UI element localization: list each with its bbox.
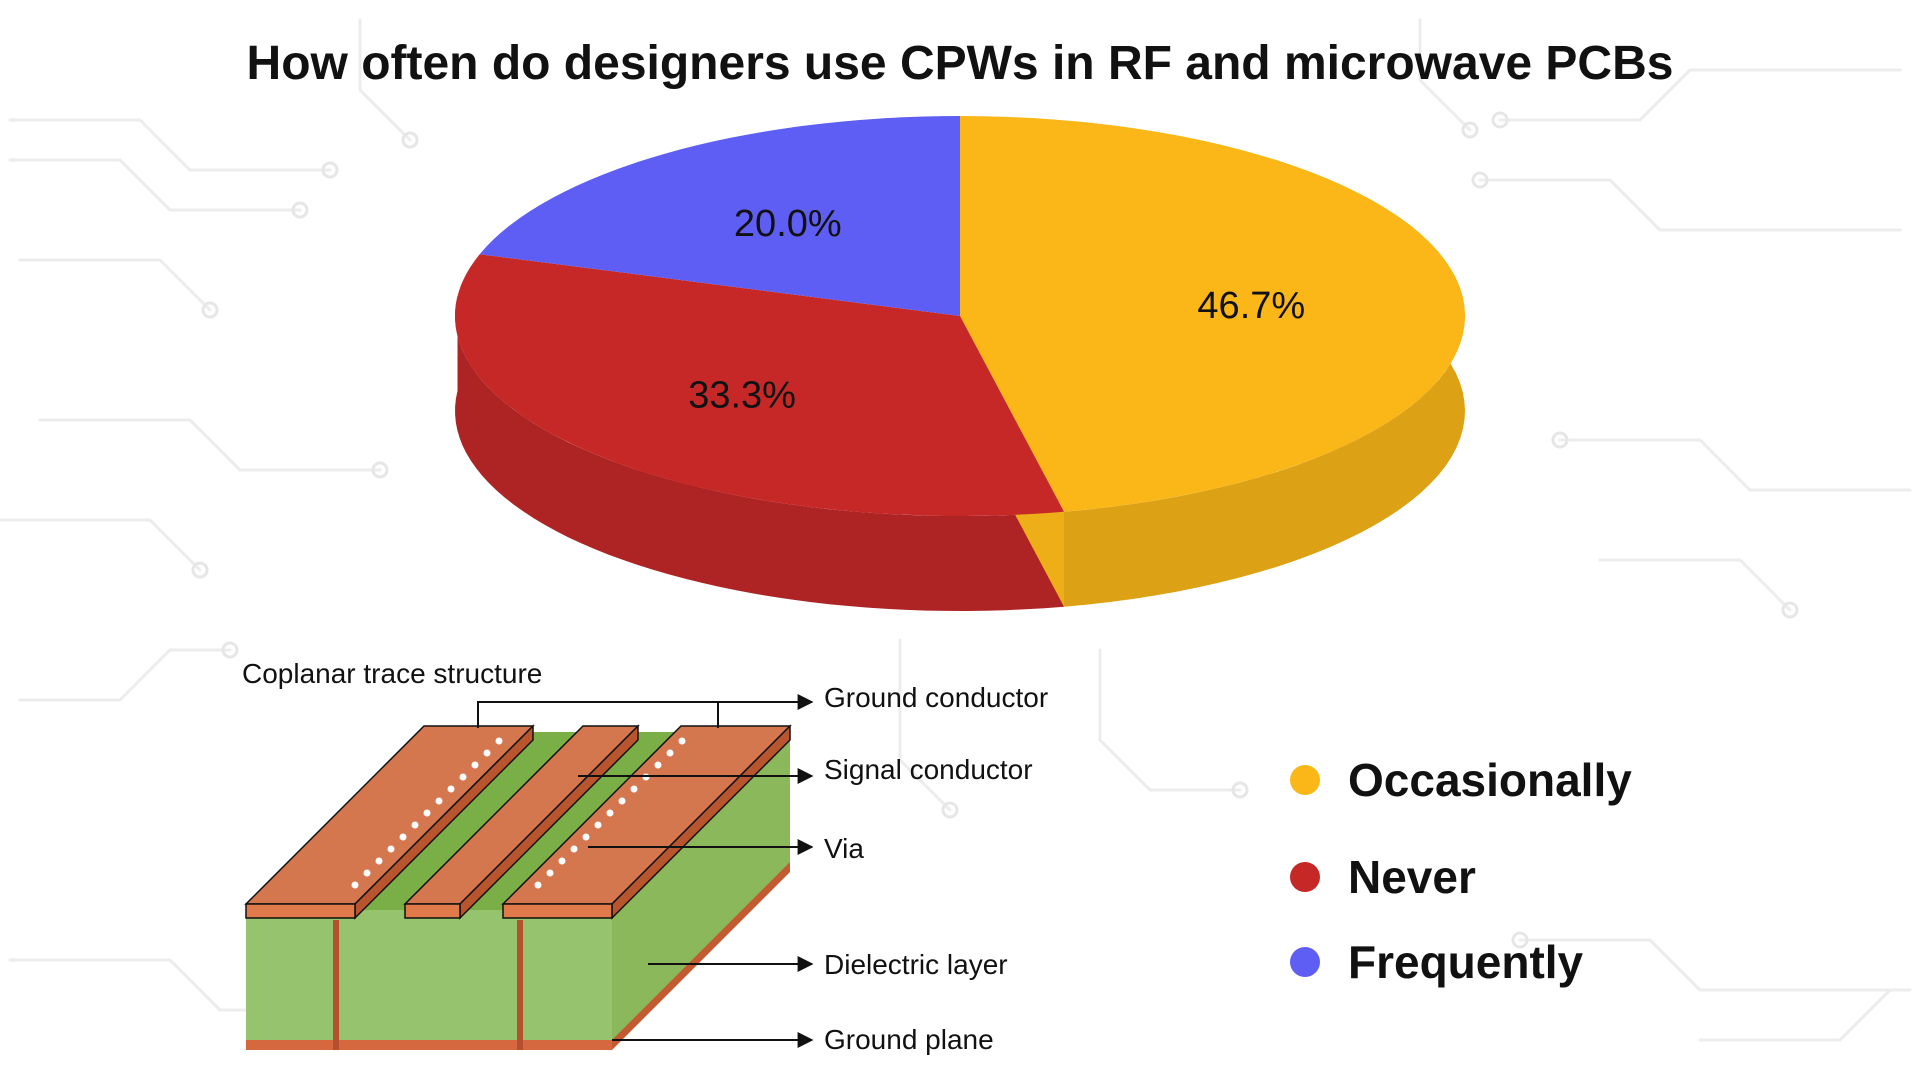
ground-conductor-right-front bbox=[502, 903, 613, 919]
legend-label-never: Never bbox=[1348, 851, 1476, 903]
via-dots-left bbox=[351, 737, 503, 889]
legend-swatch-occasionally bbox=[1290, 765, 1320, 795]
label-ground-plane: Ground plane bbox=[824, 1024, 994, 1055]
via-dots-right bbox=[534, 737, 686, 889]
label-dielectric-layer: Dielectric layer bbox=[824, 949, 1008, 980]
chart-title: How often do designers use CPWs in RF an… bbox=[246, 37, 1674, 90]
pie-wall-never bbox=[455, 296, 1065, 611]
dielectric-right-face bbox=[612, 732, 790, 1043]
ground-conductor-left-front bbox=[245, 903, 356, 919]
pie-label-occasionally: 46.7% bbox=[1197, 285, 1305, 327]
pie-label-never: 33.3% bbox=[688, 375, 796, 417]
via-right bbox=[517, 920, 523, 1050]
ground-plane-front bbox=[246, 1040, 612, 1050]
label-ground-conductor: Ground conductor bbox=[824, 682, 1048, 713]
legend-item-occasionally: Occasionally bbox=[1290, 750, 1632, 810]
label-signal-conductor: Signal conductor bbox=[824, 754, 1033, 785]
label-via: Via bbox=[824, 833, 864, 864]
legend-swatch-never bbox=[1290, 862, 1320, 892]
pie-slice-never bbox=[454, 254, 1064, 516]
legend-item-frequently: Frequently bbox=[1290, 932, 1583, 992]
ground-conductor-bracket bbox=[477, 701, 719, 728]
signal-conductor-front bbox=[404, 903, 461, 919]
pie-label-frequently: 20.0% bbox=[734, 203, 842, 245]
pie-slice-frequently bbox=[479, 116, 960, 316]
via-left bbox=[333, 920, 339, 1050]
dielectric-front-face bbox=[246, 910, 612, 1040]
diagram-title: Coplanar trace structure bbox=[242, 658, 542, 689]
legend-item-never: Never bbox=[1290, 847, 1476, 907]
pie-slice-occasionally bbox=[960, 116, 1465, 512]
legend-label-occasionally: Occasionally bbox=[1348, 754, 1632, 806]
ground-plane-side bbox=[612, 862, 790, 1050]
legend-label-frequently: Frequently bbox=[1348, 936, 1584, 988]
legend-swatch-frequently bbox=[1290, 947, 1320, 977]
